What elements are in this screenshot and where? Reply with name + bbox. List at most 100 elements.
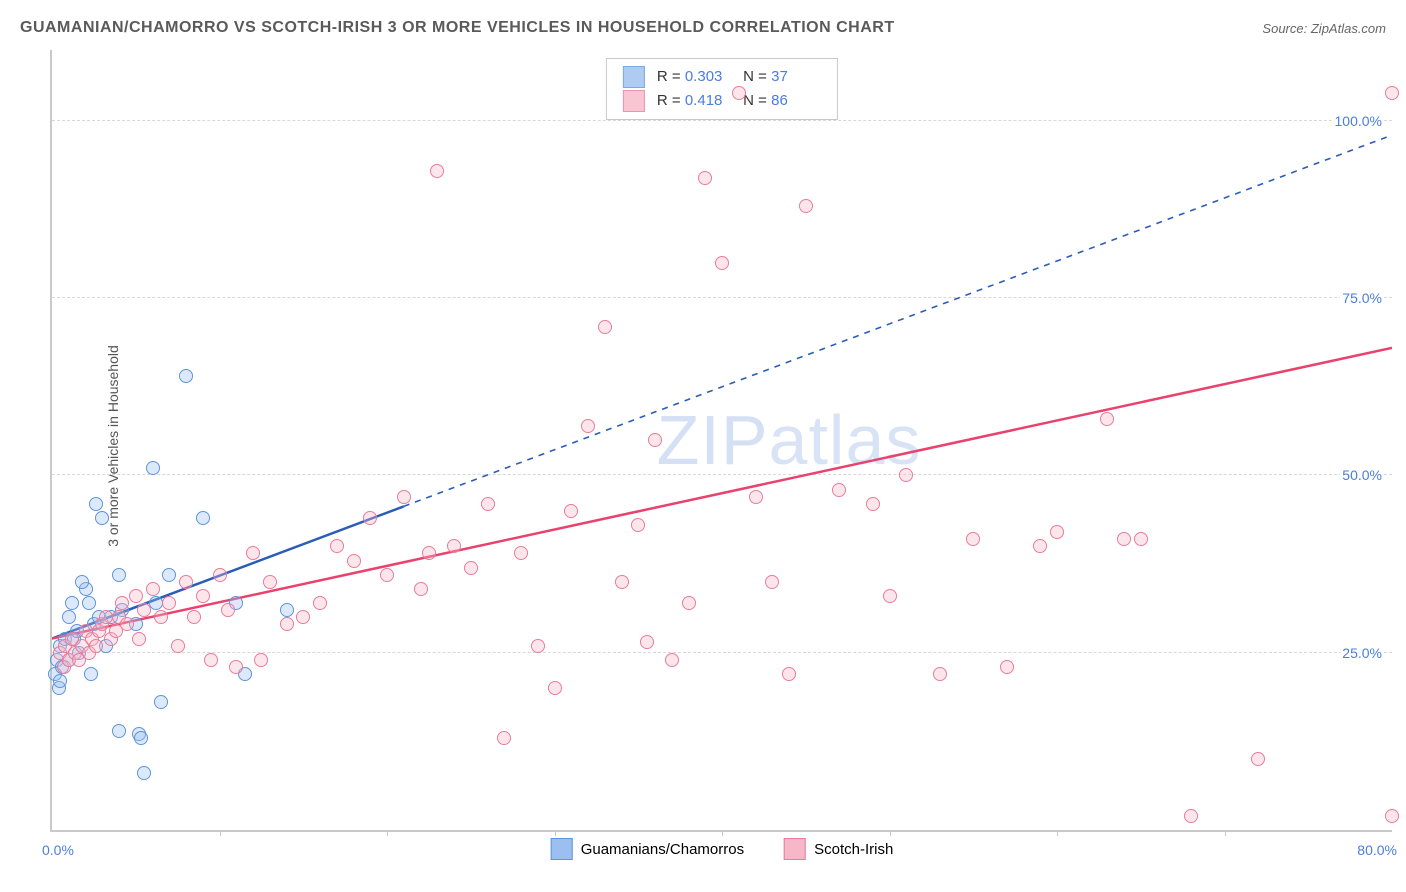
data-point — [380, 568, 394, 582]
data-point — [132, 632, 146, 646]
data-point — [899, 468, 913, 482]
data-point — [497, 731, 511, 745]
trendline — [52, 348, 1392, 639]
x-tick — [555, 830, 556, 836]
data-point — [53, 674, 67, 688]
watermark: ZIPatlas — [657, 400, 922, 480]
data-point — [799, 199, 813, 213]
legend-swatch — [784, 838, 806, 860]
data-point — [154, 610, 168, 624]
data-point — [564, 504, 578, 518]
data-point — [447, 539, 461, 553]
gridline-h — [52, 474, 1392, 475]
data-point — [1385, 809, 1399, 823]
x-tick — [1057, 830, 1058, 836]
data-point — [229, 660, 243, 674]
trend-lines-layer — [52, 50, 1392, 830]
data-point — [280, 617, 294, 631]
data-point — [640, 635, 654, 649]
data-point — [62, 610, 76, 624]
stats-legend-row: R = 0.303 N = 37 — [623, 65, 821, 89]
gridline-h — [52, 652, 1392, 653]
legend-swatch — [623, 66, 645, 88]
data-point — [615, 575, 629, 589]
data-point — [65, 596, 79, 610]
data-point — [1050, 525, 1064, 539]
data-point — [75, 575, 89, 589]
legend-label: Scotch-Irish — [814, 841, 893, 858]
data-point — [137, 603, 151, 617]
data-point — [648, 433, 662, 447]
data-point — [1000, 660, 1014, 674]
data-point — [246, 546, 260, 560]
correlation-stats-legend: R = 0.303 N = 37R = 0.418 N = 86 — [606, 58, 838, 120]
data-point — [115, 596, 129, 610]
data-point — [154, 695, 168, 709]
gridline-h — [52, 297, 1392, 298]
data-point — [832, 483, 846, 497]
data-point — [514, 546, 528, 560]
data-point — [213, 568, 227, 582]
data-point — [171, 639, 185, 653]
data-point — [196, 511, 210, 525]
legend-swatch — [623, 90, 645, 112]
data-point — [732, 86, 746, 100]
watermark-bold: ZIP — [657, 401, 769, 479]
data-point — [464, 561, 478, 575]
data-point — [196, 589, 210, 603]
data-point — [1134, 532, 1148, 546]
data-point — [765, 575, 779, 589]
data-point — [179, 369, 193, 383]
x-tick — [722, 830, 723, 836]
data-point — [254, 653, 268, 667]
data-point — [162, 596, 176, 610]
data-point — [1033, 539, 1047, 553]
data-point — [682, 596, 696, 610]
y-tick-label: 75.0% — [1340, 290, 1384, 306]
x-tick — [387, 830, 388, 836]
x-tick — [1225, 830, 1226, 836]
chart-title: GUAMANIAN/CHAMORRO VS SCOTCH-IRISH 3 OR … — [20, 19, 895, 37]
data-point — [263, 575, 277, 589]
scatter-plot-area: ZIPatlas R = 0.303 N = 37R = 0.418 N = 8… — [50, 50, 1392, 832]
data-point — [397, 490, 411, 504]
data-point — [137, 766, 151, 780]
data-point — [422, 546, 436, 560]
data-point — [146, 461, 160, 475]
data-point — [89, 639, 103, 653]
watermark-thin: atlas — [769, 401, 922, 479]
data-point — [99, 610, 113, 624]
data-point — [296, 610, 310, 624]
data-point — [134, 731, 148, 745]
data-point — [187, 610, 201, 624]
y-tick-label: 25.0% — [1340, 645, 1384, 661]
stats-legend-row: R = 0.418 N = 86 — [623, 89, 821, 113]
data-point — [313, 596, 327, 610]
data-point — [129, 589, 143, 603]
data-point — [598, 320, 612, 334]
data-point — [84, 667, 98, 681]
data-point — [715, 256, 729, 270]
data-point — [204, 653, 218, 667]
gridline-h — [52, 120, 1392, 121]
y-tick-label: 100.0% — [1333, 113, 1384, 129]
data-point — [1385, 86, 1399, 100]
data-point — [112, 724, 126, 738]
legend-item: Guamanians/Chamorros — [551, 838, 744, 860]
data-point — [89, 497, 103, 511]
data-point — [414, 582, 428, 596]
data-point — [1117, 532, 1131, 546]
data-point — [581, 419, 595, 433]
legend-item: Scotch-Irish — [784, 838, 893, 860]
data-point — [966, 532, 980, 546]
data-point — [631, 518, 645, 532]
data-point — [112, 568, 126, 582]
x-tick-label: 0.0% — [42, 842, 74, 858]
source-attribution: Source: ZipAtlas.com — [1262, 21, 1386, 36]
data-point — [221, 603, 235, 617]
y-tick-label: 50.0% — [1340, 467, 1384, 483]
legend-label: Guamanians/Chamorros — [581, 841, 744, 858]
data-point — [531, 639, 545, 653]
data-point — [330, 539, 344, 553]
data-point — [1251, 752, 1265, 766]
